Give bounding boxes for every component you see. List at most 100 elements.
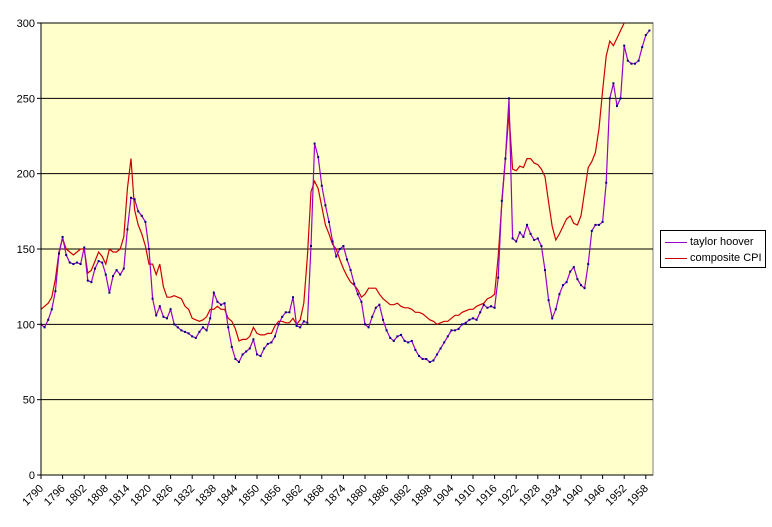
- data-point-taylor-hoover: [637, 59, 640, 62]
- data-point-taylor-hoover: [133, 198, 136, 201]
- data-point-taylor-hoover: [61, 235, 64, 238]
- legend-label-taylor-hoover: taylor hoover: [690, 236, 754, 248]
- x-tick-label: 1796: [42, 483, 68, 509]
- data-point-taylor-hoover: [238, 361, 240, 363]
- data-point-taylor-hoover: [302, 320, 305, 323]
- data-point-taylor-hoover: [259, 354, 262, 357]
- data-point-taylor-hoover: [479, 311, 482, 314]
- data-point-taylor-hoover: [644, 34, 647, 37]
- data-point-taylor-hoover: [346, 258, 348, 261]
- x-tick-label: 1832: [172, 483, 198, 509]
- data-point-taylor-hoover: [634, 62, 636, 65]
- data-point-taylor-hoover: [295, 324, 298, 327]
- x-tick-label: 1874: [323, 483, 349, 509]
- data-point-taylor-hoover: [86, 279, 89, 282]
- data-point-taylor-hoover: [551, 317, 554, 320]
- x-tick-label: 1958: [625, 483, 651, 509]
- x-tick-label: 1826: [150, 483, 176, 509]
- data-point-taylor-hoover: [292, 296, 294, 299]
- data-point-taylor-hoover: [212, 291, 215, 294]
- data-point-taylor-hoover: [194, 336, 197, 339]
- data-point-taylor-hoover: [266, 342, 269, 345]
- data-point-taylor-hoover: [529, 232, 532, 235]
- data-point-taylor-hoover: [410, 339, 413, 342]
- data-point-taylor-hoover: [360, 300, 363, 303]
- data-point-taylor-hoover: [475, 318, 478, 321]
- x-tick-label: 1850: [236, 483, 262, 509]
- data-point-taylor-hoover: [140, 214, 143, 217]
- data-point-taylor-hoover: [187, 332, 190, 335]
- data-point-taylor-hoover: [144, 220, 147, 223]
- data-point-taylor-hoover: [436, 353, 438, 356]
- data-point-taylor-hoover: [569, 270, 572, 273]
- data-point-taylor-hoover: [407, 341, 410, 344]
- series-line-composite-cpi: [41, 23, 625, 342]
- data-point-taylor-hoover: [554, 308, 557, 311]
- data-point-taylor-hoover: [396, 335, 399, 338]
- data-point-taylor-hoover: [598, 223, 600, 226]
- data-point-taylor-hoover: [122, 267, 125, 270]
- data-point-taylor-hoover: [191, 335, 194, 338]
- data-point-taylor-hoover: [540, 244, 543, 247]
- x-axis-tick-labels: 1790179618021808181418201826183218381844…: [20, 475, 651, 508]
- series-layer: [41, 23, 651, 363]
- data-point-taylor-hoover: [421, 357, 424, 360]
- data-point-taylor-hoover: [450, 329, 453, 332]
- data-point-taylor-hoover: [428, 361, 431, 363]
- data-point-taylor-hoover: [151, 297, 154, 300]
- data-point-taylor-hoover: [547, 299, 550, 302]
- data-point-taylor-hoover: [371, 315, 374, 318]
- data-point-taylor-hoover: [482, 303, 485, 306]
- data-point-taylor-hoover: [245, 350, 248, 353]
- data-point-taylor-hoover: [511, 237, 514, 240]
- data-point-taylor-hoover: [299, 326, 302, 329]
- data-point-taylor-hoover: [605, 181, 608, 184]
- data-point-taylor-hoover: [468, 318, 471, 321]
- data-point-taylor-hoover: [274, 335, 276, 338]
- x-tick-label: 1946: [582, 483, 608, 509]
- data-point-taylor-hoover: [54, 290, 57, 293]
- y-tick-label: 150: [17, 244, 35, 256]
- data-point-taylor-hoover: [623, 44, 626, 47]
- data-point-taylor-hoover: [443, 341, 446, 344]
- y-tick-label: 250: [17, 93, 35, 105]
- data-point-taylor-hoover: [392, 339, 395, 342]
- x-tick-label: 1916: [474, 483, 500, 509]
- data-point-taylor-hoover: [616, 104, 618, 107]
- data-point-taylor-hoover: [515, 240, 518, 243]
- data-point-taylor-hoover: [277, 323, 280, 326]
- y-axis-tick-labels: 0 50 100 150 200 250 300: [17, 18, 41, 482]
- data-point-taylor-hoover: [461, 323, 464, 326]
- data-point-taylor-hoover: [508, 97, 510, 100]
- data-point-taylor-hoover: [601, 220, 604, 223]
- data-point-taylor-hoover: [544, 269, 546, 272]
- data-point-taylor-hoover: [385, 329, 388, 332]
- data-point-taylor-hoover: [418, 354, 420, 357]
- data-point-taylor-hoover: [256, 353, 258, 356]
- data-point-taylor-hoover: [425, 357, 428, 360]
- data-point-taylor-hoover: [310, 244, 312, 247]
- data-point-taylor-hoover: [349, 269, 352, 272]
- data-point-taylor-hoover: [364, 323, 366, 326]
- legend-swatch-taylor-hoover: [665, 235, 687, 249]
- data-point-taylor-hoover: [403, 339, 406, 342]
- x-tick-label: 1910: [452, 483, 478, 509]
- data-point-taylor-hoover: [148, 248, 150, 250]
- data-point-taylor-hoover: [180, 329, 183, 332]
- data-point-taylor-hoover: [608, 97, 611, 100]
- x-tick-label: 1844: [215, 483, 241, 509]
- x-tick-label: 1880: [344, 483, 370, 509]
- data-point-taylor-hoover: [526, 223, 528, 226]
- data-point-taylor-hoover: [328, 220, 330, 223]
- x-tick-label: 1856: [258, 483, 284, 509]
- data-point-taylor-hoover: [130, 196, 132, 199]
- y-tick-label: 0: [29, 470, 35, 482]
- data-point-taylor-hoover: [518, 231, 521, 234]
- data-point-taylor-hoover: [270, 341, 273, 344]
- y-tick-label: 300: [17, 18, 35, 30]
- data-point-taylor-hoover: [439, 347, 442, 350]
- data-point-taylor-hoover: [248, 347, 251, 350]
- data-point-taylor-hoover: [68, 261, 71, 264]
- data-point-taylor-hoover: [565, 281, 568, 284]
- data-point-taylor-hoover: [119, 273, 122, 276]
